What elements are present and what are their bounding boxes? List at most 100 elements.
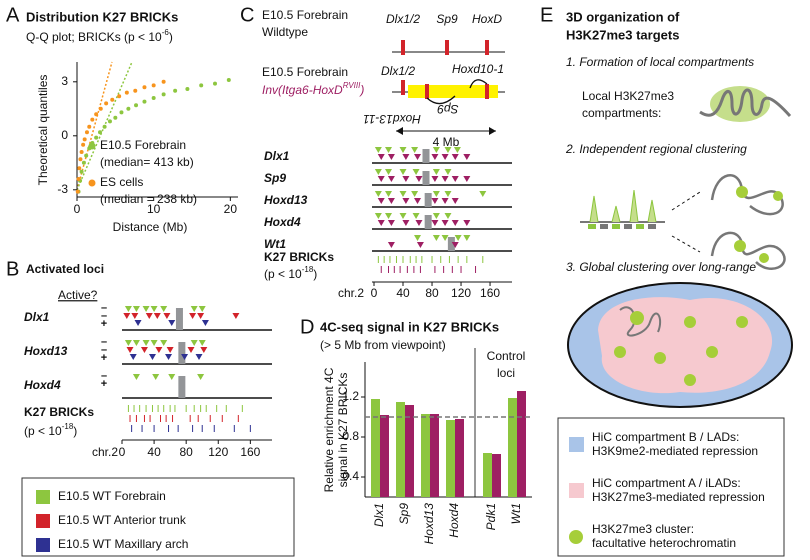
y-axis-label: Theoretical quantiles — [36, 75, 50, 186]
bar — [396, 402, 405, 497]
locus-marker — [432, 147, 440, 153]
legend-marker — [88, 142, 96, 150]
locus-marker — [454, 235, 462, 241]
legend-label: H3K27me3-mediated repression — [592, 490, 765, 504]
point — [98, 130, 102, 135]
panel-label: A — [6, 4, 20, 26]
locus — [636, 224, 644, 229]
bar — [517, 391, 526, 497]
locus-marker — [441, 176, 449, 182]
condition-label: E10.5 Forebrain — [262, 8, 348, 22]
legend-label: H3K9me2-mediated repression — [592, 444, 758, 458]
point — [107, 119, 112, 124]
point — [79, 169, 84, 174]
viewpoint — [424, 215, 432, 229]
superscript: -18 — [62, 422, 74, 431]
inversion — [408, 85, 498, 98]
point — [84, 153, 89, 158]
bar — [455, 419, 464, 497]
p-text: ) — [313, 267, 317, 281]
locus-marker — [187, 347, 195, 353]
x-tick-label: 160 — [480, 286, 500, 300]
bar — [380, 415, 389, 497]
annotation: Control — [487, 349, 526, 363]
diagram-label: Local H3K27me3 — [582, 89, 674, 103]
x-tick-label: Sp9 — [397, 503, 411, 525]
locus-marker — [411, 147, 419, 153]
x-tick-label: 40 — [396, 286, 410, 300]
locus — [588, 224, 596, 229]
locus-marker — [451, 176, 459, 182]
locus-marker — [124, 340, 132, 346]
locus-marker — [402, 220, 410, 226]
legend-label: E10.5 WT Anterior trunk — [58, 513, 187, 527]
bar — [483, 453, 492, 497]
point — [104, 101, 109, 106]
point — [226, 78, 231, 82]
locus-marker — [385, 147, 393, 153]
locus-marker — [150, 340, 158, 346]
cluster — [736, 316, 748, 328]
locus-marker — [160, 306, 168, 312]
locus-marker — [140, 347, 148, 353]
locus-marker — [415, 176, 423, 182]
locus-marker — [451, 154, 459, 160]
panel-title: H3K27me3 targets — [566, 27, 679, 42]
locus-marker — [200, 347, 208, 353]
x-tick-label: Hoxd13 — [422, 503, 436, 545]
chromatin — [710, 174, 784, 216]
legend-label: E10.5 WT Maxillary arch — [58, 537, 188, 551]
cluster — [773, 191, 783, 201]
point — [94, 135, 99, 140]
locus-marker — [232, 313, 240, 319]
locus-marker — [126, 347, 134, 353]
locus-marker — [431, 176, 439, 182]
x-tick-label: Wt1 — [509, 503, 523, 524]
point — [81, 160, 86, 165]
locus-name: Dlx1 — [24, 310, 50, 324]
chart-title: Distribution K27 BRICKs — [26, 9, 178, 24]
locus-marker — [399, 213, 407, 219]
locus-name: Hoxd4 — [24, 378, 61, 392]
cluster — [684, 316, 696, 328]
legend-note: (median= 413 kb) — [100, 155, 194, 169]
bar — [430, 414, 439, 497]
legend-label: HiC compartment B / LADs: — [592, 430, 739, 444]
point — [161, 79, 166, 84]
point — [199, 83, 204, 88]
x-tick-label: 0 — [119, 445, 126, 459]
locus-marker — [190, 340, 198, 346]
locus-marker — [431, 220, 439, 226]
viewpoint — [422, 149, 430, 163]
bricks-label: K27 BRICKs — [264, 250, 334, 264]
locus-marker — [168, 320, 176, 326]
locus-marker — [150, 306, 158, 312]
locus-marker — [441, 235, 449, 241]
locus-marker — [377, 154, 385, 160]
locus-marker — [414, 235, 422, 241]
viewpoint — [422, 171, 430, 185]
point — [90, 117, 95, 122]
viewpoint — [178, 342, 186, 364]
legend-label: E10.5 WT Forebrain — [58, 489, 166, 503]
x-axis-label: Distance (Mb) — [113, 220, 188, 234]
point — [142, 99, 147, 104]
locus-marker — [145, 313, 153, 319]
locus-marker — [387, 198, 395, 204]
legend-label: facultative heterochromatin — [592, 536, 736, 550]
x-tick-label: Pdk1 — [484, 503, 498, 530]
cluster — [706, 346, 718, 358]
locus-marker — [414, 154, 422, 160]
locus-marker — [412, 169, 420, 175]
point — [79, 150, 84, 154]
locus-marker — [377, 176, 385, 182]
bar — [508, 398, 517, 497]
locus-marker — [444, 169, 452, 175]
chromatin — [710, 231, 786, 270]
locus-marker — [163, 313, 171, 319]
y-tick-label: 0 — [61, 128, 68, 142]
legend-box — [21, 477, 295, 557]
peaks — [589, 189, 657, 223]
locus-marker — [152, 374, 160, 380]
